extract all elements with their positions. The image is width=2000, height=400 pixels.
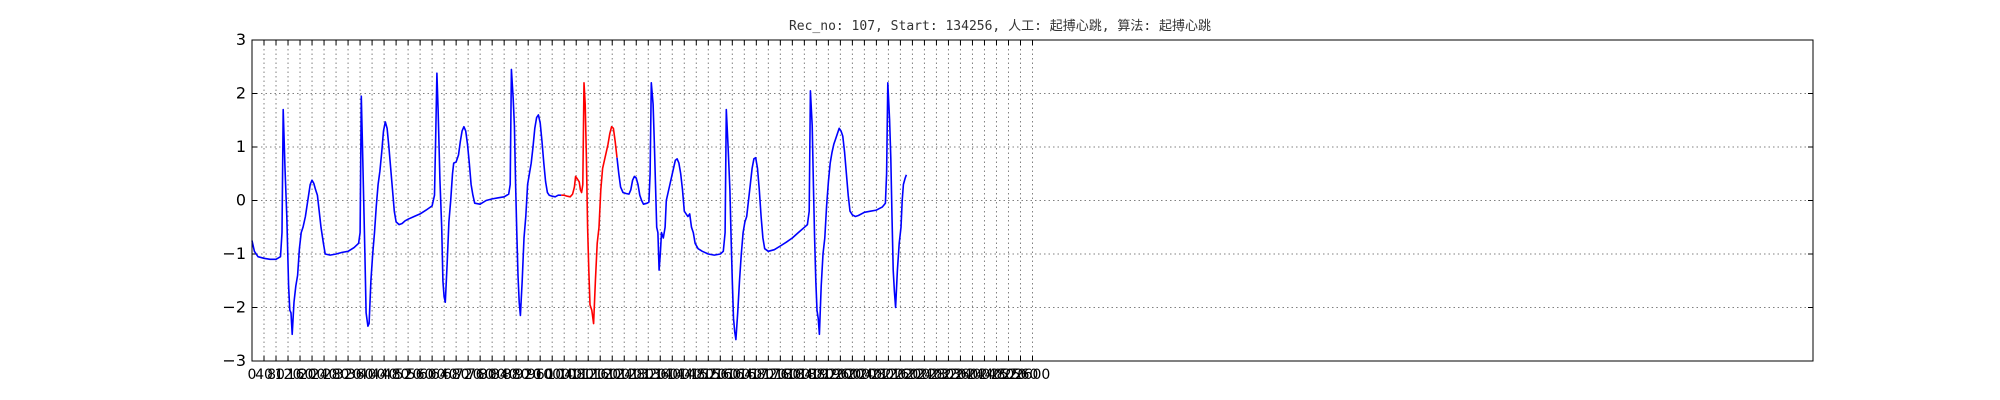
x-tick-label: 200 [299, 367, 326, 383]
x-tick-label: 720 [455, 367, 482, 383]
x-tick-label: 1680 [739, 367, 775, 383]
x-tick-label: 840 [491, 367, 518, 383]
grid-lines [252, 40, 1813, 361]
x-tick-label: 40 [255, 367, 273, 383]
y-tick-label: −1 [222, 244, 246, 263]
x-tick-label: 1800 [775, 367, 811, 383]
x-tick-label: 0 [248, 367, 257, 383]
ecg-series-line-3 [616, 82, 908, 341]
x-tick-label: 320 [335, 367, 362, 383]
x-tick-label: 2040 [847, 367, 883, 383]
x-tick-label: 1120 [570, 367, 606, 383]
y-tick-labels: 3 2 1 0 −1 −2 −3 [222, 30, 246, 370]
x-tick-label: 280 [323, 367, 350, 383]
x-tick-label: 2000 [835, 367, 871, 383]
x-tick-label: 1880 [799, 367, 835, 383]
x-tick-label: 1240 [606, 367, 642, 383]
x-tick-label: 1600 [714, 367, 750, 383]
x-tick-label: 880 [503, 367, 530, 383]
x-tick-label: 360 [347, 367, 374, 383]
x-tick-label: 1200 [594, 367, 630, 383]
x-tick-label: 2560 [1003, 367, 1039, 383]
ecg-series-group [251, 68, 908, 341]
x-tick-label: 2120 [871, 367, 907, 383]
x-tick-label: 480 [383, 367, 410, 383]
x-tick-labels: 0408012016020024028032036040044048052056… [248, 367, 1051, 383]
x-tick-label: 400 [359, 367, 386, 383]
y-tick-label: 1 [236, 137, 246, 156]
x-tick-label: 1760 [763, 367, 799, 383]
x-tick-label: 2320 [931, 367, 967, 383]
x-tick-label: 1320 [630, 367, 666, 383]
x-tick-label: 520 [395, 367, 422, 383]
x-tick-label: 1280 [618, 367, 654, 383]
y-tick-label: −2 [222, 298, 246, 317]
x-tick-label: 1440 [666, 367, 702, 383]
x-tick-label: 120 [275, 367, 302, 383]
x-tick-label: 1640 [726, 367, 762, 383]
axis-ticks [251, 39, 1813, 362]
x-tick-label: 800 [479, 367, 506, 383]
x-tick-label: 960 [527, 367, 554, 383]
x-tick-label: 2480 [979, 367, 1015, 383]
x-tick-label: 2160 [883, 367, 919, 383]
x-tick-label: 1080 [558, 367, 594, 383]
x-tick-label: 1400 [654, 367, 690, 383]
chart-title: Rec_no: 107, Start: 134256, 人工: 起搏心跳, 算法… [789, 18, 1211, 34]
x-tick-label: 1520 [690, 367, 726, 383]
x-tick-label: 1960 [823, 367, 859, 383]
x-tick-label: 1720 [751, 367, 787, 383]
x-tick-label: 560 [407, 367, 434, 383]
x-tick-label: 1480 [678, 367, 714, 383]
x-tick-label: 2440 [967, 367, 1003, 383]
plot-area-frame [251, 39, 1814, 362]
x-tick-label: 1360 [642, 367, 678, 383]
x-tick-label: 2240 [907, 367, 943, 383]
y-tick-label: 3 [236, 30, 246, 49]
x-tick-label: 2600 [1015, 367, 1051, 383]
x-tick-label: 2360 [943, 367, 979, 383]
x-tick-label: 1920 [811, 367, 847, 383]
x-tick-label: 2200 [895, 367, 931, 383]
x-tick-label: 920 [515, 367, 542, 383]
x-tick-label: 680 [443, 367, 470, 383]
x-tick-label: 440 [371, 367, 398, 383]
x-tick-label: 1000 [534, 367, 570, 383]
y-tick-label: 0 [236, 191, 246, 210]
y-tick-label: 2 [236, 84, 246, 103]
x-tick-label: 1560 [702, 367, 738, 383]
x-tick-label: 240 [311, 367, 338, 383]
x-tick-label: 2080 [859, 367, 895, 383]
y-tick-label: −3 [222, 351, 246, 370]
x-tick-label: 760 [467, 367, 494, 383]
x-tick-label: 1160 [582, 367, 618, 383]
x-tick-label: 160 [287, 367, 314, 383]
x-tick-label: 1840 [787, 367, 823, 383]
x-tick-label: 1040 [546, 367, 582, 383]
x-tick-label: 2520 [991, 367, 1027, 383]
x-tick-label: 600 [419, 367, 446, 383]
x-tick-label: 640 [431, 367, 458, 383]
x-tick-label: 2280 [919, 367, 955, 383]
x-tick-label: 2400 [955, 367, 991, 383]
ecg-series-line-1 [251, 68, 562, 336]
x-tick-label: 80 [267, 367, 285, 383]
ecg-series-line-2 [561, 82, 618, 325]
